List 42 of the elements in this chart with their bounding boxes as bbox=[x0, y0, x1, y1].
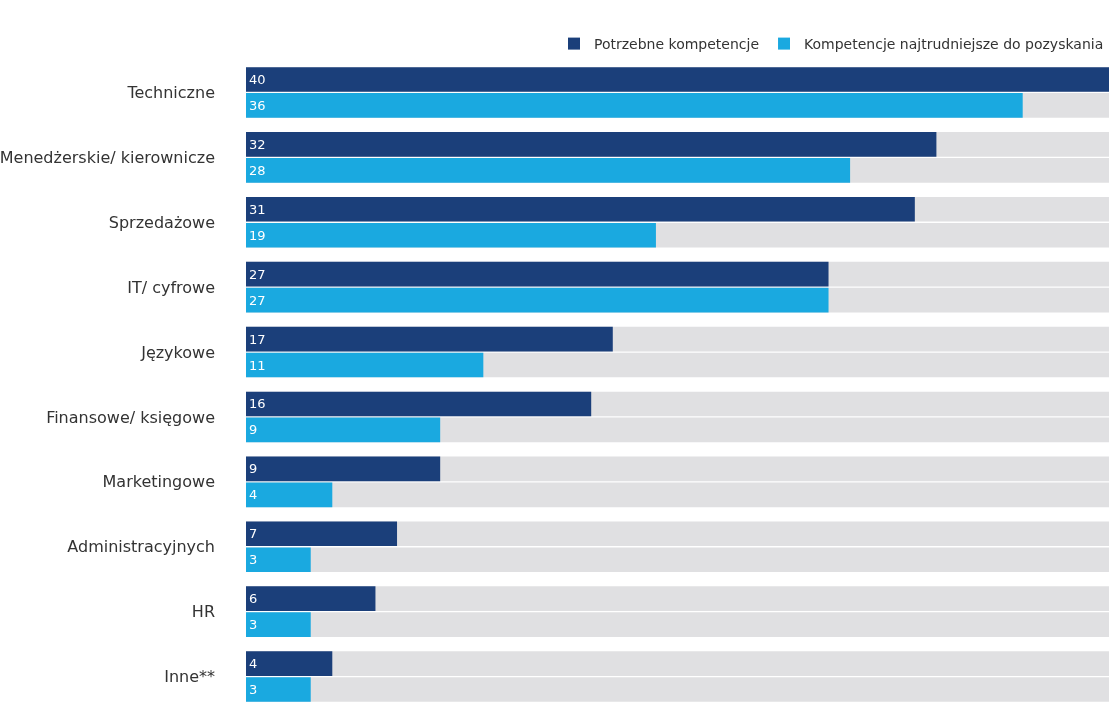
data-label: 27 bbox=[249, 292, 266, 308]
y-tick-label: Menedżerskie/ kierownicze bbox=[0, 147, 215, 167]
legend-label: Kompetencje najtrudniejsze do pozyskania bbox=[804, 36, 1104, 53]
data-label: 4 bbox=[249, 656, 258, 672]
y-tick-label: Sprzedażowe bbox=[108, 212, 215, 232]
data-label: 3 bbox=[249, 682, 258, 698]
data-label: 36 bbox=[249, 97, 266, 113]
y-tick-label: Administracyjnych bbox=[67, 537, 215, 557]
data-label: 9 bbox=[249, 422, 258, 438]
data-label: 40 bbox=[249, 71, 266, 87]
bar bbox=[246, 521, 398, 547]
bar bbox=[246, 352, 484, 378]
data-label: 9 bbox=[249, 461, 258, 477]
data-label: 31 bbox=[249, 201, 266, 217]
y-tick-label: Inne** bbox=[164, 667, 215, 687]
bar bbox=[246, 677, 311, 702]
y-tick-label: Techniczne bbox=[126, 83, 215, 103]
data-label: 4 bbox=[249, 487, 258, 503]
legend-label: Potrzebne kompetencje bbox=[594, 36, 760, 53]
bar bbox=[246, 547, 311, 573]
data-label: 3 bbox=[249, 552, 258, 568]
data-label: 19 bbox=[249, 227, 266, 243]
y-tick-label: Finansowe/ księgowe bbox=[46, 407, 215, 427]
data-label: 7 bbox=[249, 526, 258, 542]
y-tick-label: HR bbox=[191, 602, 215, 622]
data-label: 17 bbox=[249, 331, 266, 347]
bar bbox=[246, 612, 311, 637]
bar bbox=[246, 456, 441, 482]
y-tick-label: IT/ cyfrowe bbox=[127, 277, 215, 297]
bar bbox=[246, 482, 333, 508]
data-label: 28 bbox=[249, 162, 266, 178]
data-label: 6 bbox=[249, 591, 258, 607]
bar bbox=[246, 586, 376, 611]
data-label: 32 bbox=[249, 136, 266, 152]
bar bbox=[246, 417, 441, 443]
bar bbox=[246, 651, 333, 676]
data-label: 11 bbox=[249, 357, 266, 373]
y-tick-label: Językowe bbox=[140, 342, 215, 362]
y-tick-label: Marketingowe bbox=[102, 472, 215, 492]
data-label: 16 bbox=[249, 396, 266, 412]
data-label: 27 bbox=[249, 266, 266, 282]
data-label: 3 bbox=[249, 617, 258, 633]
